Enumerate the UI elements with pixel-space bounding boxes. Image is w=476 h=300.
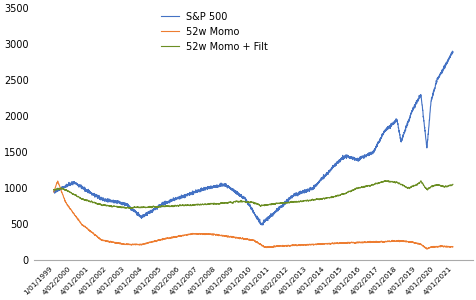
Legend: S&P 500, 52w Momo, 52w Momo + Filt: S&P 500, 52w Momo, 52w Momo + Filt <box>157 8 271 56</box>
S&P 500 <box>209 186 215 189</box>
52w Momo <box>408 240 414 244</box>
52w Momo <box>51 190 57 194</box>
S&P 500 <box>399 133 405 137</box>
Line: 52w Momo: 52w Momo <box>54 181 452 249</box>
S&P 500 <box>171 197 177 200</box>
52w Momo + Filt <box>126 206 131 210</box>
52w Momo + Filt <box>408 185 414 188</box>
S&P 500 <box>449 50 455 53</box>
52w Momo <box>449 245 455 249</box>
52w Momo + Filt <box>171 204 177 208</box>
52w Momo + Filt <box>449 182 455 186</box>
52w Momo + Filt <box>70 192 76 196</box>
S&P 500 <box>408 110 414 114</box>
52w Momo + Filt <box>417 179 423 183</box>
S&P 500 <box>448 49 454 53</box>
S&P 500 <box>51 190 57 194</box>
Line: S&P 500: S&P 500 <box>54 51 452 225</box>
52w Momo + Filt <box>209 202 215 206</box>
S&P 500 <box>259 223 265 227</box>
52w Momo + Filt <box>399 183 405 187</box>
S&P 500 <box>129 208 135 212</box>
52w Momo <box>424 247 429 251</box>
52w Momo <box>171 235 177 238</box>
52w Momo <box>70 211 76 214</box>
S&P 500 <box>70 183 76 187</box>
52w Momo <box>399 239 405 243</box>
52w Momo <box>55 179 60 183</box>
52w Momo <box>130 242 136 246</box>
52w Momo + Filt <box>51 188 57 191</box>
52w Momo <box>209 233 215 236</box>
52w Momo + Filt <box>130 206 136 209</box>
Line: 52w Momo + Filt: 52w Momo + Filt <box>54 181 452 208</box>
